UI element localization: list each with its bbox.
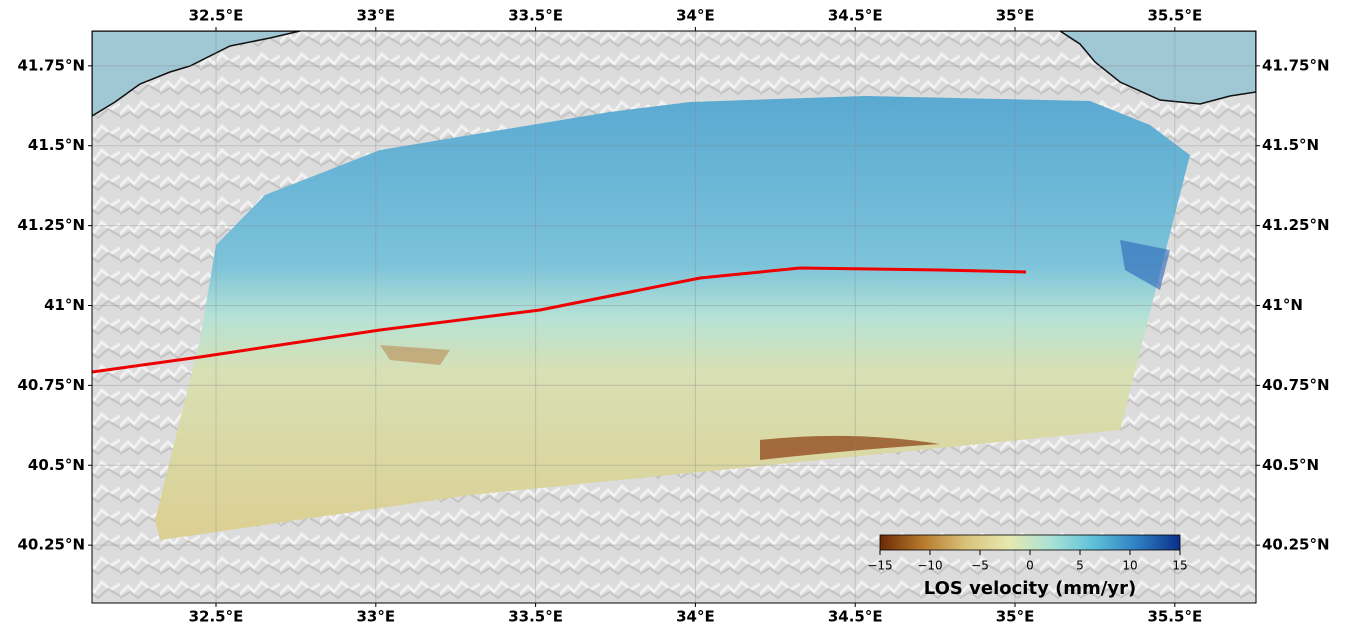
los-velocity-swath — [155, 96, 1190, 540]
colorbar-label: LOS velocity (mm/yr) — [924, 578, 1136, 599]
y-tick-label: 41.75°N — [18, 56, 86, 74]
colorbar-tick-label: 10 — [1122, 559, 1137, 573]
y-tick-label: 41.75°N — [1262, 56, 1330, 74]
x-tick-label: 34.5°E — [828, 608, 883, 626]
y-tick-label: 40.25°N — [18, 536, 86, 554]
sea — [92, 31, 301, 117]
deformation-patch — [1120, 240, 1170, 290]
map-area — [92, 31, 1256, 603]
x-tick-label: 34°E — [676, 7, 715, 25]
y-tick-label: 40.5°N — [28, 456, 85, 474]
x-tick-label: 34°E — [676, 608, 715, 626]
x-tick-label: 33°E — [356, 608, 395, 626]
y-tick-label: 40.75°N — [1262, 376, 1330, 394]
colorbar-tick-label: 15 — [1172, 559, 1187, 573]
y-tick-label: 41.5°N — [28, 136, 85, 154]
x-tick-label: 35.5°E — [1147, 7, 1202, 25]
map-frame — [91, 30, 1257, 604]
y-tick-label: 41.5°N — [1262, 136, 1319, 154]
y-tick-label: 41.25°N — [1262, 216, 1330, 234]
colorbar-tick-label: 5 — [1076, 559, 1084, 573]
colorbar-tick-label: −15 — [867, 559, 892, 573]
y-tick-label: 40.25°N — [1262, 536, 1330, 554]
y-tick-label: 40.5°N — [1262, 456, 1319, 474]
x-tick-label: 33.5°E — [508, 7, 563, 25]
y-tick-label: 41°N — [44, 296, 85, 314]
x-tick-label: 32.5°E — [189, 608, 244, 626]
x-tick-label: 35.5°E — [1147, 608, 1202, 626]
colorbar-tick-label: 0 — [1026, 559, 1034, 573]
x-tick-label: 34.5°E — [828, 7, 883, 25]
deformation-patch — [380, 345, 450, 365]
colorbar-tick-label: −5 — [971, 559, 989, 573]
y-tick-label: 41°N — [1262, 296, 1303, 314]
sea — [1058, 31, 1256, 105]
x-tick-label: 33°E — [356, 7, 395, 25]
x-tick-label: 32.5°E — [189, 7, 244, 25]
x-tick-label: 33.5°E — [508, 608, 563, 626]
colorbar: LOS velocity (mm/yr) −15 −10 −5 0 5 10 15 — [867, 534, 1188, 599]
colorbar-tick-label: −10 — [917, 559, 942, 573]
y-tick-label: 40.75°N — [18, 376, 86, 394]
x-tick-label: 35°E — [996, 7, 1035, 25]
x-tick-label: 35°E — [996, 608, 1035, 626]
colorbar-ramp — [879, 534, 1181, 551]
deformation-patch — [760, 435, 940, 460]
y-tick-label: 41.25°N — [18, 216, 86, 234]
fault-trace — [92, 266, 1027, 374]
